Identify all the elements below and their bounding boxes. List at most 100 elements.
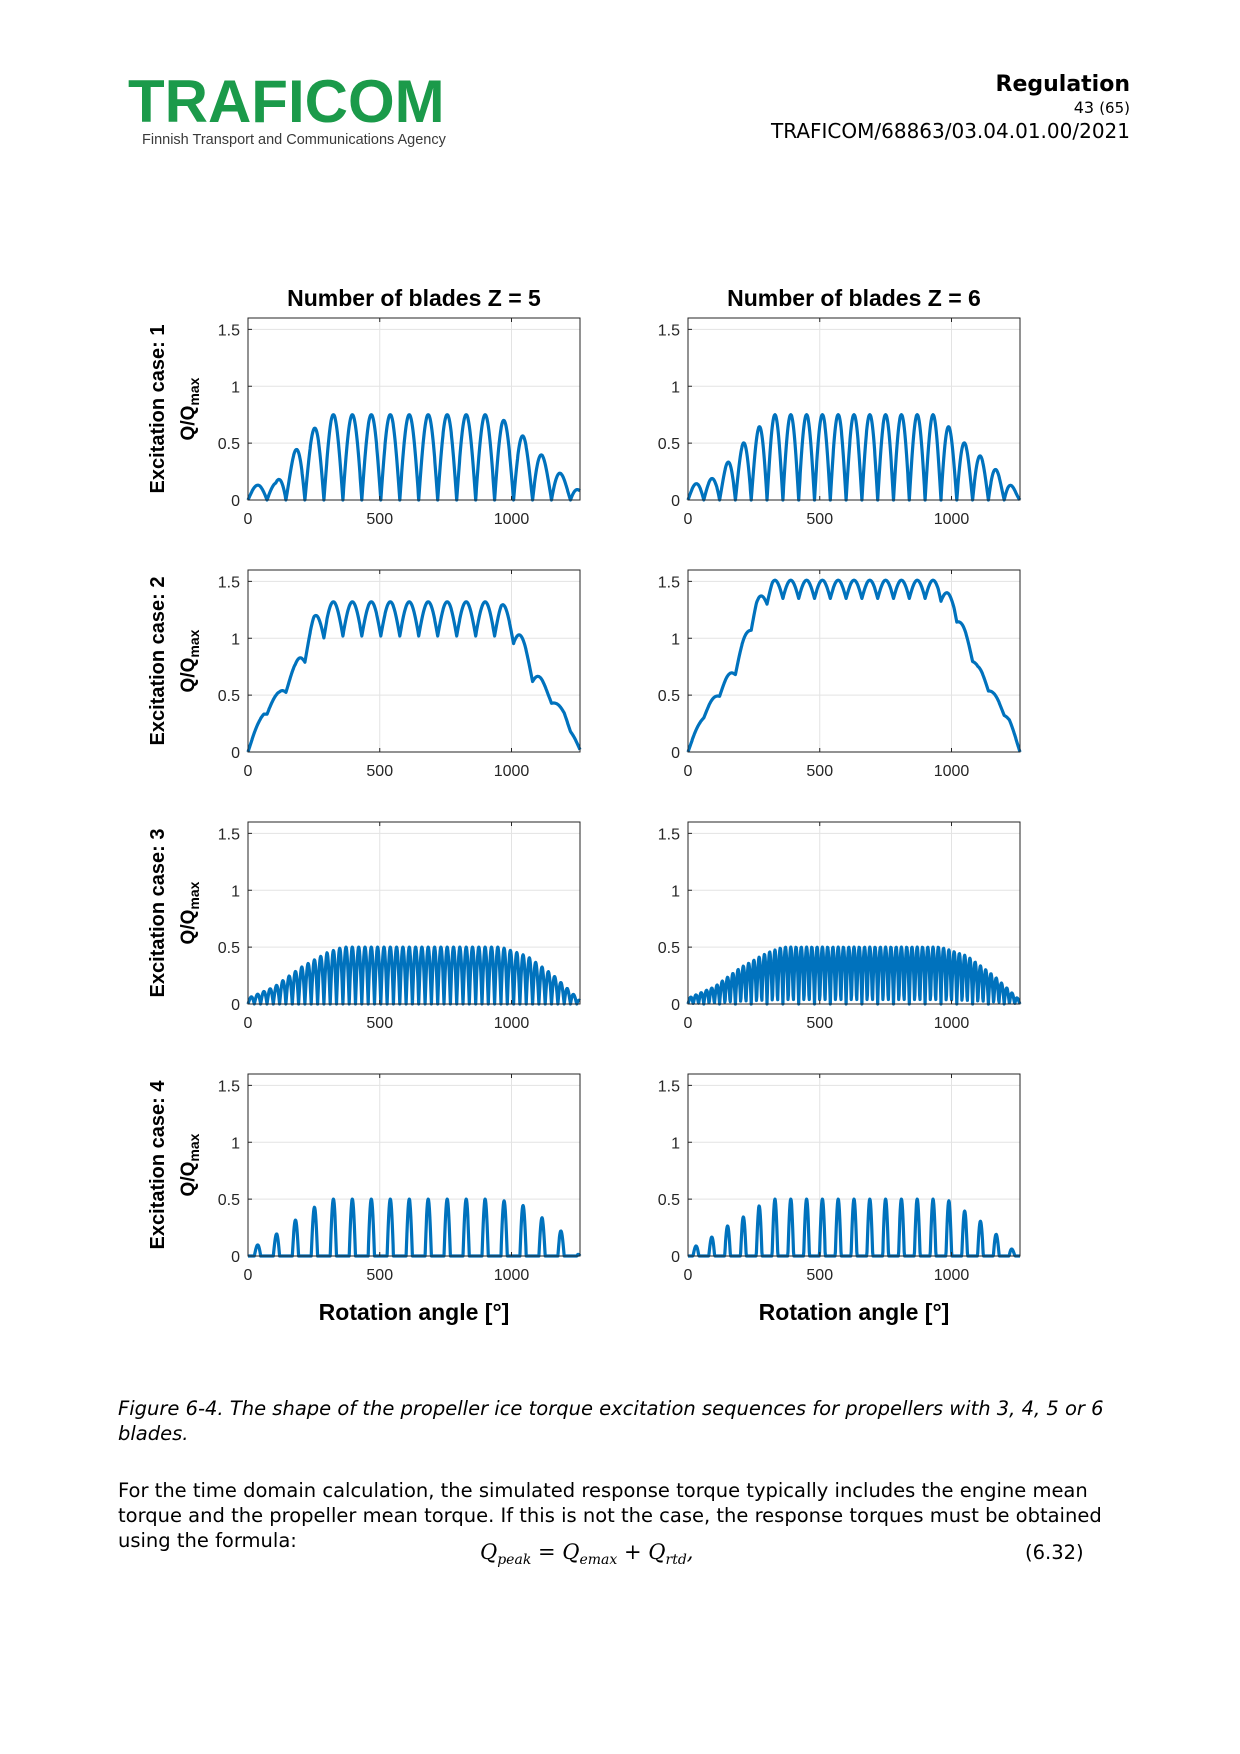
y-tick-label: 1.5 [218,574,240,591]
x-tick-label: 1000 [494,763,530,780]
y-tick-label: 0 [671,1249,680,1266]
chart-title: Number of blades Z = 5 [287,285,541,311]
y-tick-label: 1 [671,1135,680,1152]
y-tick-label: 1 [671,631,680,648]
data-line [246,413,582,502]
x-tick-label: 500 [806,1267,833,1284]
x-tick-label: 1000 [934,763,970,780]
y-tick-label: 1 [231,631,240,648]
axes-box [687,317,1021,501]
y-tick-label: 0 [231,997,240,1014]
axes-box [247,1073,581,1257]
y-tick-label: 0 [671,745,680,762]
chart-panel-3-1: 0 500 1000 0 0.5 1 1.5 Excitation case: 3 Q/Qmax [147,821,582,1032]
row-label: Excitation case: 2 [147,577,169,746]
logo-wordmark: TRAFICOM [128,72,445,135]
y-axis-label: Q/Qmax [178,1133,202,1196]
y-tick-label: 0.5 [658,436,680,453]
y-tick-label: 0 [231,745,240,762]
axes-box [247,821,581,1005]
x-axis-label: Rotation angle [°] [319,1299,510,1325]
data-line [246,945,582,1006]
row-label: Excitation case: 3 [147,829,169,998]
x-tick-label: 500 [366,1267,393,1284]
x-tick-label: 0 [244,511,253,528]
y-tick-label: 0.5 [658,688,680,705]
y-tick-label: 0.5 [218,1192,240,1209]
page-current: 43 [1073,98,1095,117]
chart-panel-4-2: 0 500 1000 0 0.5 1 1.5 Rotation angle [°] [658,1073,1022,1325]
y-axis-label: Q/Qmax [178,629,202,692]
x-tick-label: 0 [684,1267,693,1284]
y-tick-label: 0.5 [658,940,680,957]
chart-panel-3-2: 0 500 1000 0 0.5 1 1.5 [658,821,1022,1032]
x-tick-label: 500 [806,763,833,780]
traficom-logo: TRAFICOM [128,72,445,135]
data-line [686,1197,1022,1258]
document-type: Regulation [995,72,1131,97]
x-tick-label: 1000 [934,511,970,528]
page-number: 43 (65) [771,98,1130,118]
x-tick-label: 0 [244,1015,253,1032]
data-line [686,945,1022,1006]
y-tick-label: 0 [671,997,680,1014]
axes-box [247,317,581,501]
x-tick-label: 500 [366,763,393,780]
x-tick-label: 0 [684,511,693,528]
y-axis-label: Q/Qmax [178,377,202,440]
y-tick-label: 1 [231,1135,240,1152]
axes-box [687,569,1021,753]
y-tick-label: 0.5 [218,688,240,705]
x-tick-label: 500 [366,511,393,528]
chart-panel-2-1: 0 500 1000 0 0.5 1 1.5 Excitation case: 2 Q/Qmax [147,569,582,780]
body-paragraph: For the time domain calculation, the sim… [118,1479,1102,1552]
x-tick-label: 0 [684,763,693,780]
data-line [686,578,1022,753]
axes-box [687,821,1021,1005]
data-line [246,1197,582,1258]
y-tick-label: 1.5 [658,826,680,843]
x-tick-label: 1000 [934,1267,970,1284]
x-tick-label: 1000 [934,1015,970,1032]
y-tick-label: 1.5 [218,826,240,843]
axes-box [247,569,581,753]
agency-name: Finnish Transport and Communications Age… [142,132,446,148]
x-tick-label: 0 [684,1015,693,1032]
x-tick-label: 1000 [494,1015,530,1032]
x-tick-label: 500 [366,1015,393,1032]
y-tick-label: 0.5 [218,940,240,957]
formula-6-32: Qpeak = Qemax + Qrtd, [480,1540,694,1569]
y-tick-label: 1 [671,379,680,396]
page-total: (65) [1099,99,1130,117]
x-axis-label: Rotation angle [°] [759,1299,950,1325]
x-tick-label: 500 [806,1015,833,1032]
axes-box [687,1073,1021,1257]
x-tick-label: 0 [244,1267,253,1284]
document-reference: TRAFICOM/68863/03.04.01.00/2021 [771,119,1130,143]
x-tick-label: 0 [244,763,253,780]
y-tick-label: 1.5 [658,574,680,591]
chart-panel-2-2: 0 500 1000 0 0.5 1 1.5 [658,569,1022,780]
y-tick-label: 1 [671,883,680,900]
y-tick-label: 0 [231,1249,240,1266]
y-tick-label: 1.5 [658,1078,680,1095]
y-tick-label: 0 [671,493,680,510]
document-header: Regulation 43 (65) TRAFICOM/68863/03.04.… [771,72,1130,144]
y-tick-label: 1.5 [218,1078,240,1095]
x-tick-label: 1000 [494,1267,530,1284]
row-label: Excitation case: 1 [147,325,169,494]
y-tick-label: 1 [231,883,240,900]
chart-panel-1-2: 0 500 1000 0 0.5 1 1.5 Number of blades Z = 6 [658,285,1022,528]
y-tick-label: 1.5 [218,322,240,339]
x-tick-label: 500 [806,511,833,528]
y-tick-label: 0.5 [218,436,240,453]
y-axis-label: Q/Qmax [178,881,202,944]
data-line [686,413,1022,502]
y-tick-label: 1 [231,379,240,396]
equation-number: (6.32) [1025,1541,1084,1564]
data-line [246,600,582,753]
chart-panel-1-1: 0 500 1000 0 0.5 1 1.5 Number of blades Z = 5 Ex… [147,285,582,528]
y-tick-label: 0.5 [658,1192,680,1209]
chart-panel-4-1: 0 500 1000 0 0.5 1 1.5 Excitation case: 4 Q/Qmax… [147,1073,582,1325]
